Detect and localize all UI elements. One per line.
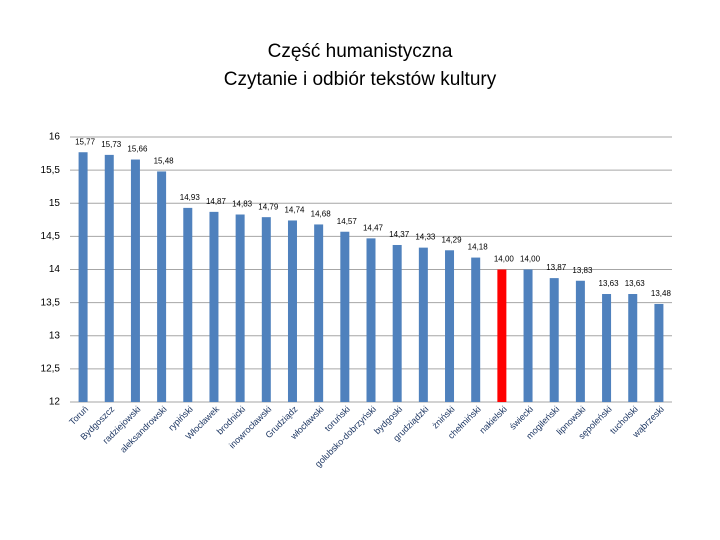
y-tick-label: 16 bbox=[49, 132, 61, 143]
value-label: 14,33 bbox=[415, 233, 436, 242]
value-label: 14,47 bbox=[363, 223, 384, 232]
value-label: 14,87 bbox=[206, 197, 227, 206]
bar bbox=[340, 231, 350, 402]
bar bbox=[575, 280, 585, 402]
chart-title: Część humanistyczna bbox=[268, 41, 453, 62]
y-tick-label: 12,5 bbox=[41, 364, 61, 375]
value-label: 15,77 bbox=[75, 137, 96, 146]
bar bbox=[497, 269, 507, 402]
x-tick-label: nakielski bbox=[477, 404, 508, 435]
bar bbox=[628, 294, 638, 402]
bar bbox=[392, 244, 402, 402]
value-label: 14,00 bbox=[494, 255, 515, 264]
value-label: 15,66 bbox=[127, 145, 148, 154]
value-label: 14,57 bbox=[337, 217, 358, 226]
value-label: 13,83 bbox=[572, 266, 593, 275]
value-label: 14,68 bbox=[311, 210, 332, 219]
value-label: 15,48 bbox=[154, 157, 175, 166]
bar bbox=[471, 257, 481, 402]
bar bbox=[549, 278, 559, 402]
value-label: 14,79 bbox=[258, 202, 279, 211]
bar bbox=[183, 207, 193, 402]
bar bbox=[104, 154, 114, 402]
bar bbox=[78, 152, 88, 402]
bar bbox=[602, 294, 612, 402]
value-label: 13,63 bbox=[625, 279, 646, 288]
bar bbox=[654, 303, 664, 402]
bar bbox=[418, 247, 428, 402]
x-tick-label: Toruń bbox=[67, 404, 90, 427]
bar bbox=[261, 217, 271, 402]
chart-title: Czytanie i odbiór tekstów kultury bbox=[224, 69, 497, 90]
value-label: 14,00 bbox=[520, 255, 541, 264]
y-tick-label: 15,5 bbox=[41, 165, 61, 176]
value-label: 13,63 bbox=[599, 279, 620, 288]
y-tick-label: 15 bbox=[49, 198, 61, 209]
value-label: 15,73 bbox=[101, 140, 122, 149]
bar bbox=[287, 220, 297, 402]
y-tick-label: 12 bbox=[49, 397, 61, 408]
y-tick-label: 13 bbox=[49, 330, 61, 341]
value-label: 14,83 bbox=[232, 200, 253, 209]
value-label: 14,29 bbox=[442, 235, 463, 244]
bar bbox=[130, 159, 140, 402]
bar bbox=[523, 269, 533, 402]
value-label: 14,93 bbox=[180, 193, 201, 202]
value-label: 13,87 bbox=[546, 263, 567, 272]
y-tick-label: 14,5 bbox=[41, 231, 61, 242]
x-tick-label: aleksandrowski bbox=[118, 404, 169, 455]
y-tick-label: 14 bbox=[49, 264, 61, 275]
y-tick-label: 13,5 bbox=[41, 297, 61, 308]
value-label: 14,18 bbox=[468, 243, 489, 252]
bar bbox=[366, 238, 376, 402]
bar bbox=[314, 224, 324, 402]
value-label: 13,48 bbox=[651, 289, 672, 298]
bar bbox=[209, 211, 219, 402]
bar bbox=[157, 171, 167, 402]
bar bbox=[235, 214, 245, 402]
bar bbox=[445, 250, 455, 402]
value-label: 14,74 bbox=[284, 206, 305, 215]
value-label: 14,37 bbox=[389, 230, 410, 239]
